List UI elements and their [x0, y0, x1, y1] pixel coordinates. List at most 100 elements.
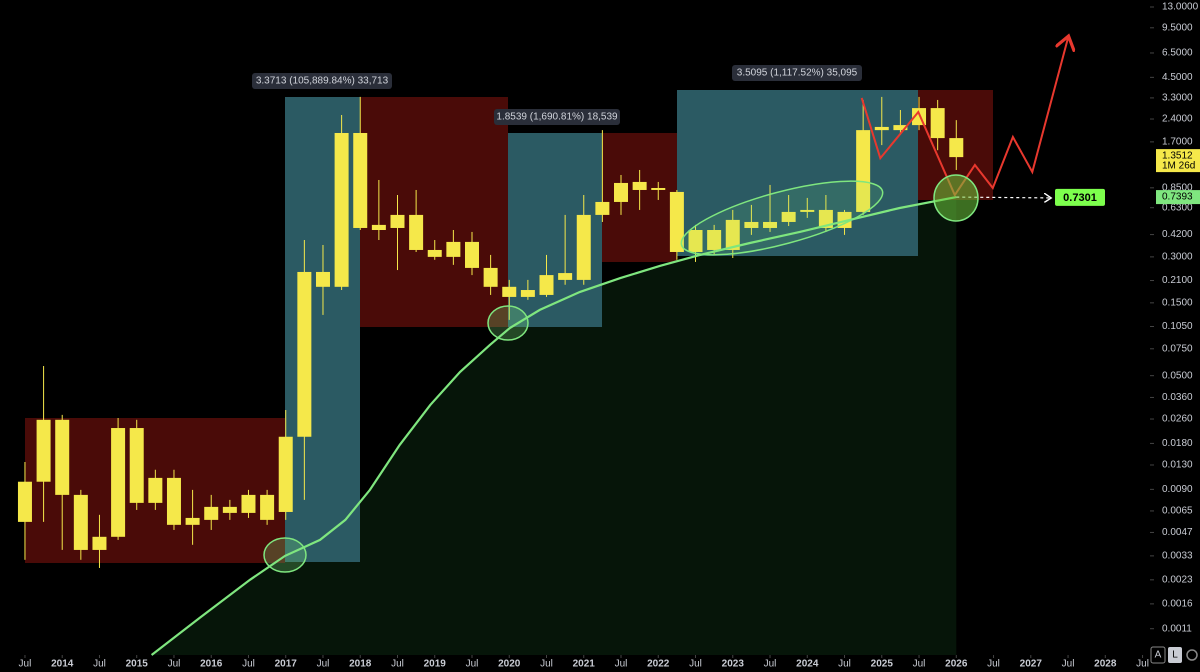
- y-tick-label: 0.3000: [1162, 252, 1193, 263]
- y-tick-label: 0.0033: [1162, 551, 1193, 562]
- candle-body: [576, 214, 591, 280]
- axis-buttons: A L: [1150, 646, 1198, 664]
- candle-body: [185, 517, 200, 525]
- highlight-ellipse: [680, 180, 884, 256]
- x-tick-label: Jul: [317, 659, 330, 670]
- candle-body: [409, 214, 424, 250]
- y-tick-label: 0.0180: [1162, 438, 1193, 449]
- x-tick-label: Jul: [913, 659, 926, 670]
- measure-label-box: [494, 109, 620, 125]
- highlight-ellipses: [263, 174, 979, 573]
- x-tick-label: Jul: [987, 659, 1000, 670]
- candle-body: [92, 536, 107, 550]
- candle-body: [241, 494, 256, 513]
- y-tick-label: 0.2100: [1162, 275, 1193, 286]
- button-box[interactable]: [1168, 647, 1182, 663]
- candle-body: [390, 214, 405, 228]
- x-tick-label: Jul: [1136, 659, 1149, 670]
- candle-body: [55, 419, 70, 495]
- x-tick-label: Jul: [19, 659, 32, 670]
- candle-body: [632, 181, 647, 190]
- candle-body: [744, 221, 759, 228]
- y-tick-label: 0.0016: [1162, 599, 1193, 610]
- x-tick-label: 2026: [945, 659, 968, 670]
- button-box[interactable]: [1150, 646, 1166, 664]
- candle-body: [129, 428, 144, 503]
- candle-body: [707, 230, 722, 250]
- candle-body: [17, 481, 32, 522]
- x-tick-label: 2022: [647, 659, 670, 670]
- moving-average-line: [150, 196, 957, 656]
- x-tick-label: 2015: [126, 659, 149, 670]
- y-tick-label: 0.6300: [1162, 202, 1193, 213]
- y-tick-label: 0.0750: [1162, 343, 1193, 354]
- x-tick-label: Jul: [242, 659, 255, 670]
- y-tick-label: 0.0011: [1162, 623, 1192, 634]
- candle-body: [725, 219, 740, 250]
- candle-body: [353, 132, 368, 228]
- range-boxes: [25, 90, 993, 563]
- y-tick-label: 4.5000: [1162, 72, 1193, 83]
- y-tick-label: 0.0130: [1162, 460, 1193, 471]
- y-tick-label: 0.0065: [1162, 506, 1193, 517]
- candle-body: [949, 138, 964, 158]
- lines: [150, 38, 1068, 656]
- x-tick-label: 2025: [871, 659, 894, 670]
- x-tick-label: 2024: [796, 659, 819, 670]
- settings-icon[interactable]: [1186, 649, 1198, 661]
- x-tick-label: Jul: [1062, 659, 1075, 670]
- x-tick-label: Jul: [540, 659, 553, 670]
- x-tick-label: 2018: [349, 659, 372, 670]
- candle-body: [856, 130, 871, 212]
- candle-body: [315, 271, 330, 287]
- x-tick-label: 2021: [573, 659, 596, 670]
- x-tick-label: Jul: [838, 659, 851, 670]
- candle-body: [222, 506, 237, 513]
- candle-body: [502, 286, 517, 297]
- candles: [17, 96, 964, 568]
- candle-body: [427, 249, 442, 257]
- x-tick-label: 2023: [722, 659, 745, 670]
- x-tick-label: Jul: [168, 659, 181, 670]
- countdown-label: 1M 26d: [1162, 161, 1195, 172]
- projection-line: [860, 38, 1068, 198]
- candle-body: [148, 477, 163, 503]
- target-label-box: [1055, 188, 1105, 206]
- candle-body: [614, 182, 629, 202]
- candle-body: [763, 221, 778, 228]
- x-tick-label: 2020: [498, 659, 521, 670]
- range-box: [677, 90, 918, 256]
- y-tick-label: 0.0500: [1162, 370, 1193, 381]
- candle-body: [781, 211, 796, 222]
- candle-body: [874, 126, 889, 131]
- candle-body: [278, 436, 293, 512]
- x-tick-label: Jul: [391, 659, 404, 670]
- y-tick-label: 0.0090: [1162, 484, 1193, 495]
- candle-body: [520, 290, 535, 297]
- highlight-ellipse: [933, 174, 979, 222]
- candle-body: [893, 125, 908, 131]
- y-tick-label: 2.4000: [1162, 114, 1193, 125]
- candle-body: [483, 267, 498, 287]
- candle-body: [36, 419, 51, 482]
- x-tick-label: Jul: [615, 659, 628, 670]
- candle-body: [371, 224, 386, 231]
- y-tick-label: 9.5000: [1162, 22, 1193, 33]
- x-tick-label: Jul: [93, 659, 106, 670]
- y-tick-label: 1.7000: [1162, 137, 1193, 148]
- last-price-label: 1.3512: [1162, 151, 1193, 162]
- axis-button[interactable]: A: [1155, 650, 1162, 661]
- axis-button[interactable]: L: [1172, 650, 1178, 661]
- y-tick-label: 0.4200: [1162, 229, 1193, 240]
- candle-body: [595, 201, 610, 215]
- candle-body: [204, 506, 219, 520]
- candle-body: [464, 241, 479, 268]
- range-box: [360, 97, 508, 327]
- last-price-box: [1156, 149, 1200, 173]
- x-tick-label: 2017: [275, 659, 298, 670]
- x-tick-label: 2027: [1020, 659, 1043, 670]
- y-tick-label: 0.0047: [1162, 527, 1193, 538]
- measure-label-box: [252, 73, 392, 89]
